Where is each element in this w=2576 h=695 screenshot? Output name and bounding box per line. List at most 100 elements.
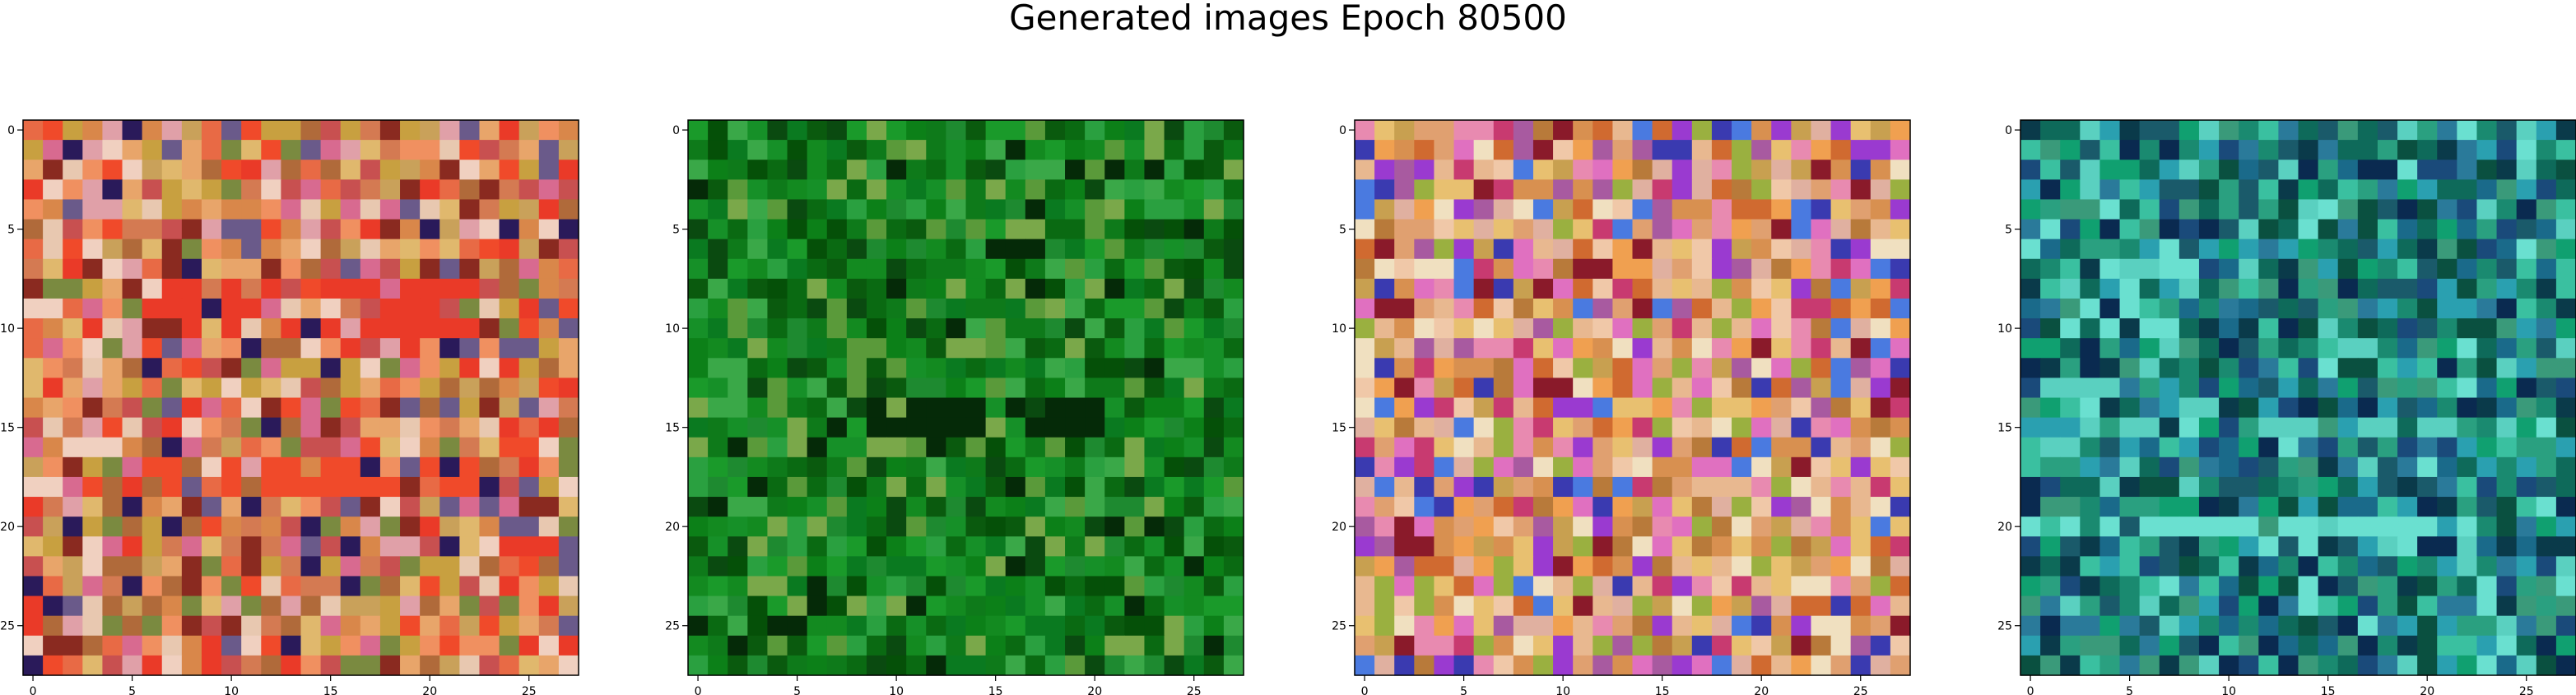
- pixel-cell: [1711, 219, 1732, 240]
- pixel-cell: [985, 476, 1007, 498]
- x-tick-label: 10: [889, 685, 904, 695]
- pixel-cell: [708, 179, 728, 201]
- pixel-cell: [1553, 160, 1574, 180]
- pixel-cell: [2060, 417, 2081, 438]
- pixel-cell: [1394, 219, 1415, 240]
- pixel-cell: [1414, 258, 1435, 280]
- pixel-cell: [1870, 358, 1891, 378]
- pixel-cell: [1044, 338, 1066, 359]
- pixel-cell: [2397, 338, 2418, 359]
- pixel-cell: [2437, 120, 2457, 141]
- pixel-cell: [1672, 239, 1693, 260]
- pixel-cell: [2555, 635, 2576, 656]
- pixel-cell: [2357, 417, 2378, 438]
- pixel-cell: [2258, 536, 2279, 557]
- pixel-cell: [1711, 556, 1732, 577]
- pixel-cell: [1394, 476, 1415, 498]
- pixel-cell: [1711, 179, 1732, 201]
- pixel-cell: [1493, 655, 1514, 676]
- pixel-cell: [142, 120, 163, 141]
- pixel-cell: [1870, 378, 1891, 399]
- pixel-cell: [2159, 318, 2180, 339]
- pixel-cell: [1593, 635, 1613, 656]
- pixel-cell: [1732, 437, 1752, 458]
- pixel-cell: [688, 239, 709, 260]
- pixel-cell: [2318, 278, 2339, 299]
- pixel-cell: [2417, 258, 2438, 280]
- pixel-cell: [1374, 536, 1395, 557]
- pixel-cell: [826, 278, 848, 299]
- pixel-cell: [1473, 635, 1495, 656]
- pixel-cell: [886, 497, 907, 517]
- pixel-cell: [2397, 576, 2418, 597]
- pixel-cell: [2318, 239, 2339, 260]
- pixel-cell: [1434, 140, 1455, 160]
- pixel-cell: [300, 615, 322, 637]
- pixel-cell: [420, 318, 440, 339]
- pixel-cell: [320, 536, 342, 557]
- pixel-cell: [1513, 258, 1534, 280]
- pixel-cell: [747, 160, 769, 180]
- pixel-cell: [787, 239, 808, 260]
- pixel-cell: [1374, 258, 1395, 280]
- pixel-cell: [1593, 298, 1613, 319]
- pixel-cell: [2198, 318, 2220, 339]
- pixel-cell: [1025, 358, 1046, 378]
- pixel-cell: [1830, 556, 1852, 577]
- pixel-cell: [2040, 258, 2061, 280]
- pixel-cell: [2377, 160, 2398, 180]
- pixel-cell: [261, 615, 281, 637]
- pixel-cell: [221, 160, 242, 180]
- pixel-cell: [102, 497, 123, 517]
- pixel-cell: [2278, 635, 2299, 656]
- pixel-cell: [1434, 536, 1455, 557]
- pixel-cell: [2198, 140, 2220, 160]
- pixel-cell: [1553, 437, 1574, 458]
- pixel-cell: [1005, 199, 1026, 220]
- pixel-cell: [1811, 298, 1832, 319]
- pixel-cell: [728, 576, 748, 597]
- pixel-cell: [1394, 437, 1415, 458]
- pixel-cell: [2536, 338, 2557, 359]
- pixel-cell: [787, 655, 808, 676]
- pixel-cell: [1732, 417, 1752, 438]
- pixel-cell: [2219, 417, 2239, 438]
- pixel-cell: [2457, 258, 2478, 280]
- pixel-cell: [1632, 635, 1653, 656]
- pixel-cell: [1104, 199, 1125, 220]
- y-tick-label: 25: [1332, 620, 1346, 633]
- pixel-cell: [1513, 497, 1534, 517]
- pixel-cell: [201, 258, 222, 280]
- pixel-cell: [946, 120, 967, 141]
- pixel-cell: [2437, 258, 2457, 280]
- pixel-cell: [926, 239, 946, 260]
- pixel-cell: [1473, 556, 1495, 577]
- pixel-cell: [1164, 635, 1185, 656]
- pixel-cell: [2536, 437, 2557, 458]
- pixel-cell: [946, 635, 967, 656]
- pixel-cell: [1672, 358, 1693, 378]
- pixel-cell: [2417, 278, 2438, 299]
- pixel-cell: [985, 120, 1007, 141]
- pixel-cell: [1374, 239, 1395, 260]
- pixel-cell: [2555, 655, 2576, 676]
- pixel-cell: [2457, 378, 2478, 399]
- y-tick-label: 0: [7, 124, 15, 137]
- pixel-cell: [1751, 556, 1772, 577]
- pixel-cell: [2337, 437, 2359, 458]
- pixel-cell: [2516, 219, 2537, 240]
- pixel-cell: [261, 120, 281, 141]
- pixel-cell: [181, 595, 202, 617]
- pixel-cell: [826, 437, 848, 458]
- pixel-cell: [2040, 576, 2061, 597]
- pixel-cell: [926, 437, 946, 458]
- pixel-cell: [459, 160, 481, 180]
- pixel-cell: [122, 338, 143, 359]
- pixel-cell: [63, 437, 83, 458]
- pixel-cell: [2476, 635, 2498, 656]
- pixel-cell: [1085, 239, 1105, 260]
- pixel-cell: [499, 655, 520, 676]
- pixel-cell: [459, 378, 481, 399]
